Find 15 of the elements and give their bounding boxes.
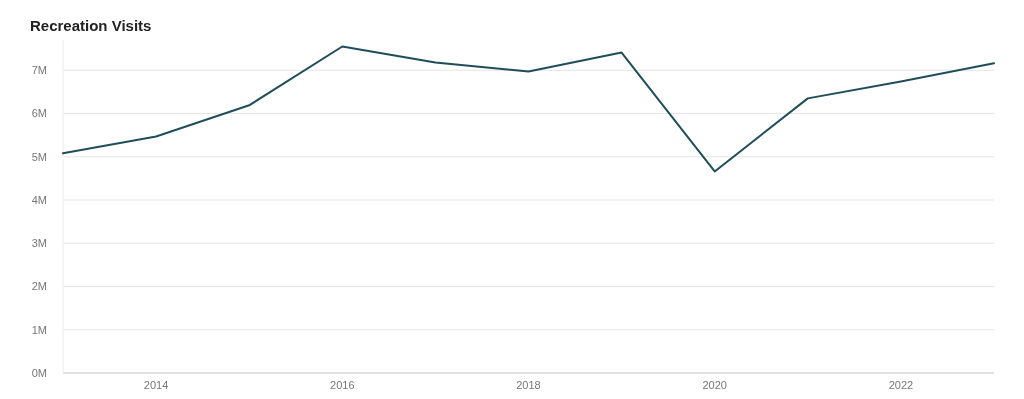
x-tick-label: 2020 [702,379,727,391]
x-tick-label: 2022 [888,379,914,391]
chart-title: Recreation Visits [30,17,152,34]
y-tick-label: 2M [31,280,47,293]
y-tick-label: 7M [31,64,47,77]
x-tick-label: 2018 [516,379,541,391]
x-tick-label: 2016 [330,379,355,391]
y-tick-label: 1M [31,323,47,336]
y-tick-label: 3M [31,237,47,250]
x-tick-label: 2014 [143,379,169,391]
y-tick-label: 6M [31,107,47,120]
y-tick-label: 4M [31,193,47,206]
line-series [62,45,995,173]
y-tick-label: 5M [31,150,47,163]
y-tick-label: 0M [31,366,47,379]
